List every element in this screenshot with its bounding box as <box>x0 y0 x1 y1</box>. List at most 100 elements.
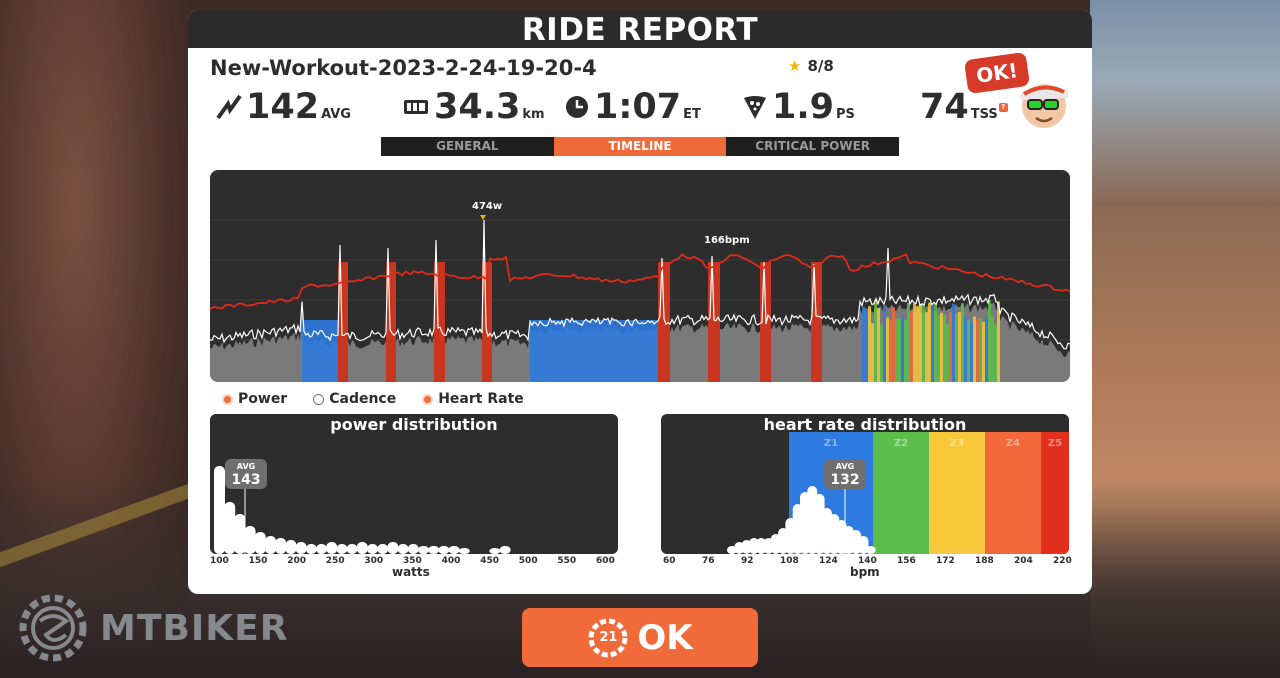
ride-report-panel: RIDE REPORT New-Workout-2023-2-24-19-20-… <box>188 10 1092 594</box>
timeline-zone-band <box>907 302 910 382</box>
power-distribution-bar <box>346 544 358 554</box>
peak-hr-label: 166bpm <box>704 235 750 246</box>
power-tick-label: 150 <box>248 556 268 566</box>
timeline-zone-band <box>943 315 946 382</box>
hr-distribution-bar <box>865 546 876 554</box>
timeline-zone-band <box>955 313 958 382</box>
stat-power: 142 AVG <box>216 86 351 126</box>
timeline-interval-bar <box>708 262 720 382</box>
timeline-svg: 474w 166bpm <box>210 201 1070 382</box>
legend-power[interactable]: Power <box>222 391 287 407</box>
tab-critical-power[interactable]: CRITICAL POWER <box>726 137 900 156</box>
stat-power-value: 142 <box>246 87 320 127</box>
power-tick-label: 550 <box>557 556 577 566</box>
timeline-power-line <box>210 219 1070 350</box>
hr-tick-label: 140 <box>858 556 877 566</box>
tss-help-button[interactable]: ? <box>998 103 1008 112</box>
hr-tick-label: 108 <box>780 556 799 566</box>
timeline-zone-bars <box>302 300 1000 382</box>
power-tick-label: 100 <box>210 556 229 566</box>
ok-button-label: OK <box>637 617 693 658</box>
power-distribution-axis-title: watts <box>392 565 430 579</box>
clock-icon <box>566 96 588 118</box>
pizza-icon <box>744 96 766 119</box>
stat-distance-value: 34.3 <box>434 87 521 127</box>
timeline-zone-band <box>877 307 880 382</box>
power-distribution-bar <box>254 532 266 554</box>
timeline-heart-rate-line <box>210 253 1070 310</box>
timeline-interval-bar <box>434 262 445 382</box>
timeline-zone-band <box>976 318 979 382</box>
power-distribution-bar <box>305 544 317 554</box>
legend-hr-label: Heart Rate <box>438 391 524 407</box>
stat-tss-value: 74 <box>920 87 969 127</box>
legend-power-label: Power <box>238 391 288 407</box>
power-distribution-bar <box>356 542 368 554</box>
hr-avg-label: AVG <box>836 462 854 471</box>
timeline-zone-band <box>949 312 952 382</box>
timeline-chart: 474w 166bpm <box>210 170 1070 382</box>
power-distribution-bars <box>214 466 511 554</box>
timeline-interval-bar <box>386 262 396 382</box>
timeline-zone-band <box>862 307 865 382</box>
power-distribution-chart: power distribution AVG 143 <box>210 414 618 554</box>
timeline-zone-band <box>895 318 898 382</box>
timeline-zone-band <box>880 324 883 382</box>
stat-time-value: 1:07 <box>594 87 682 127</box>
hr-zone-band <box>985 432 1041 554</box>
power-avg-value: 143 <box>231 472 260 488</box>
tab-general[interactable]: GENERAL <box>381 137 554 156</box>
power-distribution-bar <box>326 542 338 554</box>
radio-dot-icon <box>422 393 434 405</box>
lightning-icon <box>216 94 242 120</box>
stat-pizza: 1.9 PS <box>742 86 855 126</box>
timeline-zone-band <box>964 316 967 382</box>
hr-distribution-axis-title: bpm <box>850 565 880 579</box>
timeline-zone-band <box>928 302 931 382</box>
timeline-zone-band <box>988 300 991 382</box>
timeline-zone-band <box>892 307 895 382</box>
power-distribution-bar <box>397 544 409 554</box>
timeline-zone-band <box>973 316 976 382</box>
hr-zone-band <box>929 432 985 554</box>
ok-button[interactable]: 21 OK <box>522 608 758 667</box>
power-tick-label: 200 <box>287 556 306 566</box>
odometer-icon <box>404 100 428 114</box>
power-tick-label: 450 <box>480 556 499 566</box>
stat-tss-unit: TSS <box>970 107 998 122</box>
workout-name: New-Workout-2023-2-24-19-20-4 <box>210 56 597 80</box>
report-tabs: GENERAL TIMELINE CRITICAL POWER <box>381 137 900 156</box>
timeline-zone-band <box>530 320 658 382</box>
legend-cadence[interactable]: Cadence <box>313 391 396 407</box>
timeline-zone-band <box>910 311 913 382</box>
timeline-zone-band <box>967 319 970 382</box>
stat-power-unit: AVG <box>321 107 351 122</box>
stars-count: 8/8 <box>807 57 834 75</box>
page-title: RIDE REPORT <box>188 10 1092 48</box>
power-distribution-bar <box>214 466 225 554</box>
timeline-zone-band <box>925 312 928 382</box>
power-distribution-bar <box>244 526 256 554</box>
hr-zone-label: Z1 <box>824 438 838 449</box>
hr-zone-label: Z3 <box>950 438 964 449</box>
tab-timeline[interactable]: TIMELINE <box>553 137 727 156</box>
star-icon: ★ <box>788 57 802 75</box>
power-distribution-bar <box>438 546 450 554</box>
power-distribution-bar <box>377 544 389 554</box>
stat-time-unit: ET <box>683 107 701 122</box>
timeline-zone-band <box>994 324 997 382</box>
timeline-zone-band <box>937 314 940 382</box>
timeline-interval-bar <box>811 262 822 382</box>
power-distribution-bar <box>407 544 419 554</box>
timeline-zone-band <box>871 323 874 382</box>
hr-distribution-title: heart rate distribution <box>763 415 967 434</box>
timeline-zone-band <box>922 304 925 382</box>
legend-heart-rate[interactable]: Heart Rate <box>422 391 524 407</box>
power-distribution-bar <box>448 546 460 554</box>
mtbiker-watermark: MTBIKER <box>16 591 288 665</box>
radio-dot-icon <box>313 393 325 405</box>
timeline-zone-band <box>934 304 937 382</box>
stars-rating: ★ 8/8 <box>788 57 834 75</box>
power-tick-label: 600 <box>596 556 615 566</box>
countdown-ring-icon <box>588 618 628 657</box>
